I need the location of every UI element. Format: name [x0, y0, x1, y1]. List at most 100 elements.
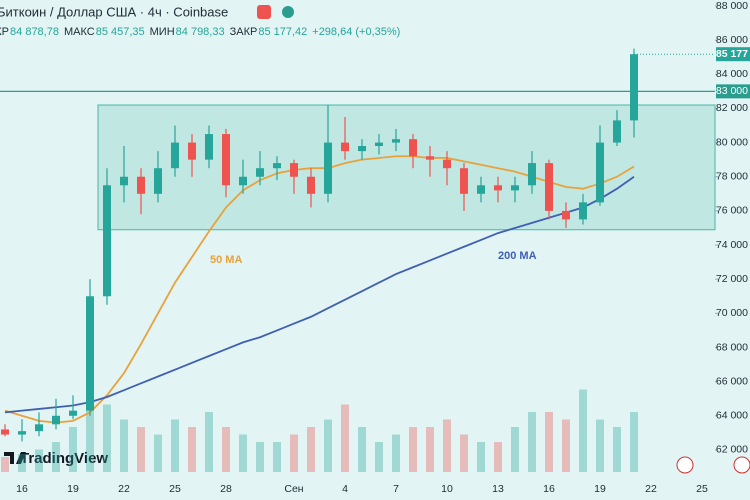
volume-bar [137, 427, 145, 472]
y-tick-label: 82 000 [716, 102, 748, 114]
candle-body [222, 134, 230, 186]
y-tick-label: 62 000 [716, 444, 748, 456]
legend-label: МАКС [64, 26, 95, 38]
legend-value: 85 177,42 [258, 26, 307, 38]
volume-bar [613, 427, 621, 472]
y-tick-label: 86 000 [716, 34, 748, 46]
legend-label: ЗАКР [230, 26, 258, 38]
ma-label: 50 MA [210, 254, 242, 266]
volume-bar [35, 449, 43, 472]
x-tick-label: 10 [441, 483, 453, 495]
candle-body [69, 410, 77, 416]
candle-body [511, 185, 519, 191]
volume-bar [409, 427, 417, 472]
volume-bar [630, 412, 638, 472]
candle-body [137, 176, 145, 194]
legend-value: 85 457,35 [96, 26, 145, 38]
volume-bar [154, 434, 162, 472]
candle-body [171, 142, 179, 169]
chart-title: Биткоин / Доллар США · 4ч · Coinbase [0, 4, 228, 19]
legend-label: МИН [150, 26, 175, 38]
volume-bar [307, 427, 315, 472]
volume-bar [290, 434, 298, 472]
y-tick-label: 66 000 [716, 375, 748, 387]
volume-bar [545, 412, 553, 472]
x-tick-label: 16 [16, 483, 28, 495]
candle-body [596, 142, 604, 203]
status-dot [282, 6, 294, 18]
candle-body [477, 185, 485, 194]
volume-bar [69, 427, 77, 472]
flag-icon[interactable] [257, 5, 271, 19]
legend-label: ОТКР [0, 26, 9, 38]
candle-body [443, 159, 451, 169]
volume-bar [494, 442, 502, 472]
volume-bar [120, 419, 128, 472]
legend-value: 84 798,33 [176, 26, 225, 38]
brand-logo [4, 452, 26, 464]
candle-body [341, 142, 349, 152]
candle-body [545, 163, 553, 211]
candle-body [120, 176, 128, 186]
brand-name: TradingView [20, 450, 108, 467]
volume-bar [375, 442, 383, 472]
candle-body [18, 431, 26, 435]
ma-line [4, 176, 635, 414]
volume-bar [392, 434, 400, 472]
candle-body [392, 139, 400, 143]
candle-body [460, 168, 468, 194]
volume-bar [188, 427, 196, 472]
last-price-box [716, 47, 750, 62]
last-price-label: 85 177 [716, 48, 748, 60]
y-tick-label: 70 000 [716, 307, 748, 319]
x-tick-label: 4 [342, 483, 348, 495]
candle-body [205, 134, 213, 160]
x-tick-label: 19 [67, 483, 79, 495]
candle-body [103, 185, 111, 297]
candle-body [426, 156, 434, 160]
volume-bar [103, 404, 111, 472]
volume-bar [222, 427, 230, 472]
candle-body [409, 139, 417, 157]
y-tick-label: 76 000 [716, 205, 748, 217]
volume-bar [18, 454, 26, 472]
brand: TradingView [4, 450, 108, 467]
volume-bar [596, 419, 604, 472]
candle-body [239, 176, 247, 186]
candle-body [579, 202, 587, 220]
candle-body [494, 185, 502, 191]
x-tick-label: 22 [118, 483, 130, 495]
candle-body [256, 168, 264, 177]
candle-body [154, 168, 162, 194]
y-tick-label: 80 000 [716, 136, 748, 148]
candle-body [1, 429, 9, 435]
y-tick-label: 74 000 [716, 239, 748, 251]
event-icon[interactable] [733, 456, 750, 474]
x-tick-label: 22 [645, 483, 657, 495]
candle-body [375, 142, 383, 147]
x-tick-label: Сен [284, 483, 303, 495]
candle-body [613, 120, 621, 143]
event-icon[interactable] [676, 456, 694, 474]
volume-bar [341, 404, 349, 472]
x-tick-label: 25 [169, 483, 181, 495]
y-tick-label: 64 000 [716, 410, 748, 422]
candle-body [562, 210, 570, 220]
volume-bar [324, 419, 332, 472]
x-tick-label: 19 [594, 483, 606, 495]
volume-bar [273, 442, 281, 472]
candle-body [188, 142, 196, 160]
volume-bar [579, 389, 587, 472]
candle-body [273, 163, 281, 169]
volume-bar [562, 419, 570, 472]
range-zone [97, 104, 716, 231]
x-tick-label: 13 [492, 483, 504, 495]
x-tick-label: 25 [696, 483, 708, 495]
volume-bar [171, 419, 179, 472]
level-label: 83 000 [716, 85, 748, 97]
volume-bar [477, 442, 485, 472]
candle-body [86, 296, 94, 411]
